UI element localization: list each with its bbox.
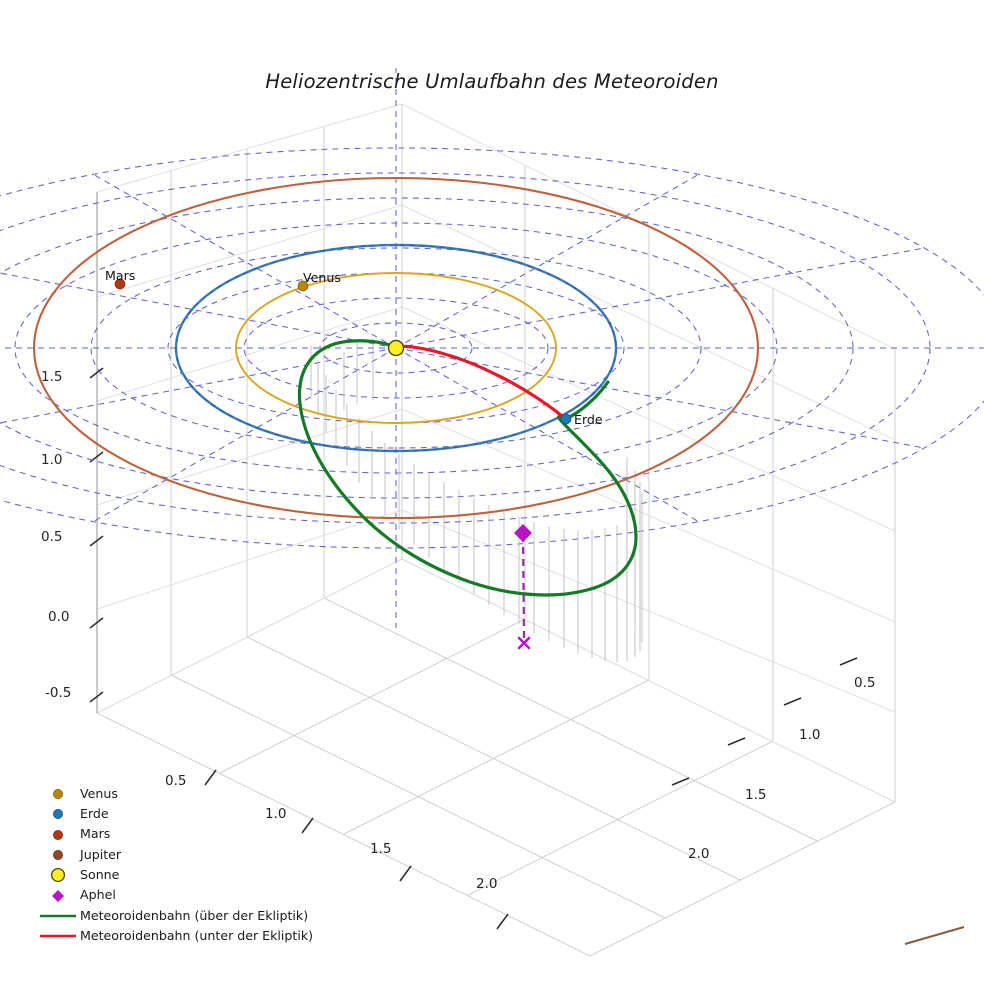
legend-item-sonne[interactable]: Sonne [36,865,336,885]
legend-item-mars[interactable]: Mars [36,825,336,845]
z-tick-label-2: 1.0 [41,452,63,468]
y-tick-label-3: 1.5 [745,787,767,803]
y-tick-label-1: 0.5 [854,675,876,691]
jupiter-circle-marker-icon [36,845,80,865]
y-tick-label-2: 1.0 [799,727,821,743]
projection-drop-lines [310,338,643,662]
aphel-marker [514,524,532,542]
mars-label: Mars [105,268,136,283]
jupiter-orbit [904,925,965,946]
legend: Venus Erde Mars Jupiter Sonne [36,784,336,946]
legend-item-aphel[interactable]: Aphel [36,885,336,905]
venus-orbit [235,272,557,424]
legend-label-sonne: Sonne [80,867,120,883]
erde-label: Erde [574,412,603,427]
legend-item-meteoroid-below[interactable]: Meteoroidenbahn (unter der Ekliptik) [36,926,336,946]
z-tick-label-5: -0.5 [45,685,72,701]
mars-circle-marker-icon [36,825,80,845]
z-tick-label-3: 0.5 [41,529,63,545]
z-tick-label-4: 0.0 [48,609,70,625]
legend-item-meteoroid-above[interactable]: Meteoroidenbahn (über der Ekliptik) [36,906,336,926]
sonne-circle-marker-icon [36,865,80,885]
legend-label-aphel: Aphel [80,887,116,903]
aphel-drop-line [521,534,526,639]
mars-orbit [32,176,760,520]
erde-circle-marker-icon [36,804,80,824]
legend-label-meteoroid-above: Meteoroidenbahn (über der Ekliptik) [80,907,309,923]
venus-circle-marker-icon [36,784,80,804]
x-tick-label-2: 1.0 [265,806,287,822]
legend-item-erde[interactable]: Erde [36,804,336,824]
red-line-swatch-icon [36,926,80,946]
green-line-swatch-icon [36,906,80,926]
legend-item-venus[interactable]: Venus [36,784,336,804]
aphel-projection-marker [517,636,531,650]
x-tick-label-3: 1.5 [370,841,392,857]
legend-label-jupiter: Jupiter [80,846,122,862]
legend-label-erde: Erde [80,806,109,822]
legend-label-venus: Venus [80,785,118,801]
legend-label-meteoroid-below: Meteoroidenbahn (unter der Ekliptik) [80,927,314,943]
chart-title: Heliozentrische Umlaufbahn des Meteoroid… [265,70,719,93]
aphel-diamond-marker-icon [36,886,80,906]
x-tick-label-1: 0.5 [165,773,187,789]
ecliptic-polar-grid [0,68,984,628]
x-tick-label-4: 2.0 [476,876,498,892]
sonne-marker [387,339,405,357]
legend-label-mars: Mars [80,826,111,842]
meteoroid-orbit-below-ecliptic [391,344,568,421]
erde-marker [560,413,572,425]
y-tick-label-4: 2.0 [688,846,710,862]
meteoroid-orbit-above-ecliptic [297,339,638,597]
legend-item-jupiter[interactable]: Jupiter [36,845,336,865]
axis-tick-marks [89,367,858,930]
erde-orbit [174,243,618,453]
z-tick-label-1: 1.5 [41,369,63,385]
venus-marker [297,280,309,292]
mars-marker [114,278,126,290]
venus-label: Venus [303,270,341,285]
